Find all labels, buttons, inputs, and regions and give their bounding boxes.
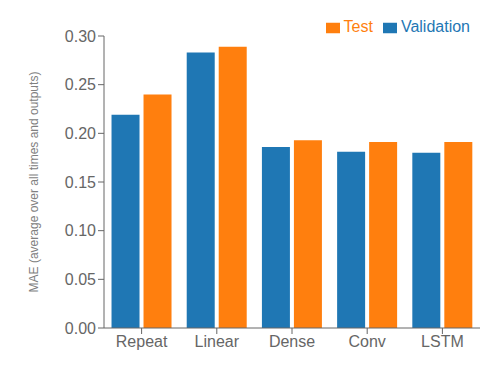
svg-text:Dense: Dense bbox=[269, 333, 315, 350]
svg-text:Repeat: Repeat bbox=[116, 333, 168, 350]
svg-text:0.30: 0.30 bbox=[65, 28, 96, 45]
svg-text:0.20: 0.20 bbox=[65, 125, 96, 142]
svg-text:0.25: 0.25 bbox=[65, 76, 96, 93]
svg-text:MAE (average over all times an: MAE (average over all times and outputs) bbox=[27, 72, 41, 293]
svg-text:Linear: Linear bbox=[195, 333, 240, 350]
svg-text:Conv: Conv bbox=[349, 333, 386, 350]
html-text:Test: Test bbox=[343, 18, 373, 35]
svg-text:LSTM: LSTM bbox=[421, 333, 464, 350]
html-text:Validation: Validation bbox=[400, 18, 470, 35]
svg-text:0.15: 0.15 bbox=[65, 174, 96, 191]
svg-text:0.00: 0.00 bbox=[65, 320, 96, 337]
svg-text:0.10: 0.10 bbox=[65, 222, 96, 239]
svg-text:0.05: 0.05 bbox=[65, 271, 96, 288]
